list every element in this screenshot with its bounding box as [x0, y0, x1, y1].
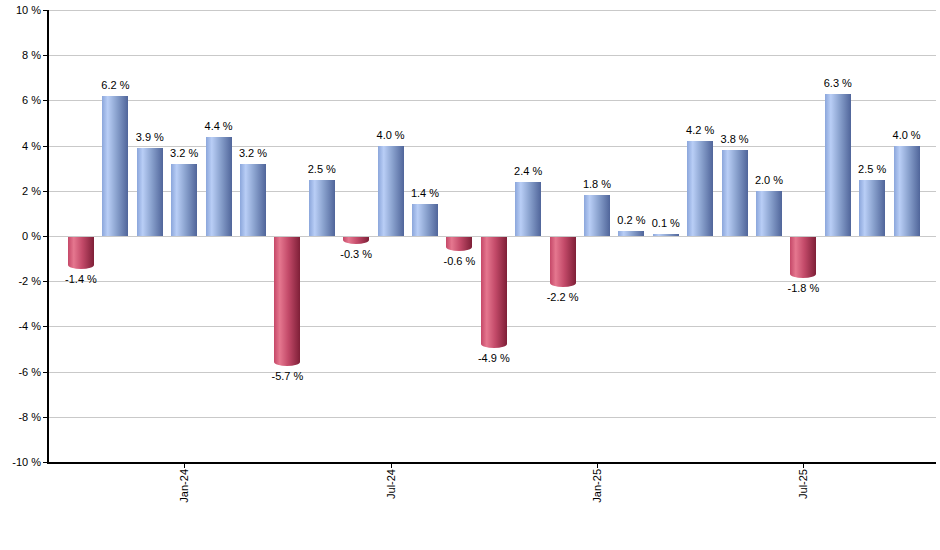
x-tick-mark [391, 463, 392, 468]
bar-value-label: 4.0 % [359, 129, 423, 142]
bar [481, 237, 507, 348]
bar [550, 237, 576, 287]
bar [756, 191, 782, 236]
y-axis-tick-label: 0 % [0, 230, 41, 243]
y-axis-tick-label: -2 % [0, 275, 41, 288]
bar [790, 237, 816, 278]
bar-value-label: -1.8 % [771, 282, 835, 295]
bar [722, 150, 748, 236]
x-tick-mark [597, 463, 598, 468]
y-tick-mark [43, 236, 47, 237]
y-axis-tick-label: 8 % [0, 49, 41, 62]
y-axis-tick-label: -6 % [0, 366, 41, 379]
bar [137, 148, 163, 236]
bar-value-label: 2.4 % [496, 165, 560, 178]
bar [240, 164, 266, 236]
bar [309, 180, 335, 237]
gridline [48, 100, 936, 101]
gridline [48, 372, 936, 373]
y-tick-mark [43, 417, 47, 418]
bar-value-label: -1.4 % [49, 273, 113, 286]
bar [68, 237, 94, 269]
bar-value-label: 4.4 % [187, 120, 251, 133]
bar-value-label: 2.5 % [290, 163, 354, 176]
y-axis-line [47, 10, 49, 463]
bar-value-label: 1.4 % [393, 187, 457, 200]
y-axis-tick-label: 2 % [0, 185, 41, 198]
y-tick-mark [43, 191, 47, 192]
x-axis-tick-label: Jan-24 [178, 469, 191, 503]
x-axis-tick-label: Jul-24 [385, 469, 398, 499]
bar [446, 237, 472, 251]
bar [618, 231, 644, 236]
y-tick-mark [43, 146, 47, 147]
bar-value-label: 3.9 % [118, 131, 182, 144]
y-axis-tick-label: 10 % [0, 4, 41, 17]
y-tick-mark [43, 326, 47, 327]
y-tick-mark [43, 462, 47, 463]
bar [859, 180, 885, 237]
bar [894, 146, 920, 236]
bar-value-label: 6.2 % [83, 79, 147, 92]
x-tick-mark [803, 463, 804, 468]
bar-value-label: -5.7 % [255, 370, 319, 383]
bar [687, 141, 713, 236]
bar [653, 234, 679, 236]
y-tick-mark [43, 55, 47, 56]
bar-value-label: 3.8 % [703, 133, 767, 146]
x-tick-mark [184, 463, 185, 468]
bar [102, 96, 128, 236]
bar [515, 182, 541, 236]
bar [343, 237, 369, 244]
bar [412, 204, 438, 236]
bar-value-label: 4.0 % [875, 129, 939, 142]
gridline [48, 417, 936, 418]
bar [274, 237, 300, 366]
y-tick-mark [43, 372, 47, 373]
bar [171, 164, 197, 236]
x-axis-tick-label: Jan-25 [591, 469, 604, 503]
y-axis-tick-label: -10 % [0, 456, 41, 469]
x-axis-tick-label: Jul-25 [797, 469, 810, 499]
bar-value-label: 2.0 % [737, 174, 801, 187]
y-axis-tick-label: -4 % [0, 320, 41, 333]
bar-value-label: -0.3 % [324, 248, 388, 261]
bar-value-label: -4.9 % [462, 352, 526, 365]
bar-value-label: 1.8 % [565, 178, 629, 191]
monthly-returns-bar-chart: -1.4 %6.2 %3.9 %3.2 %4.4 %3.2 %-5.7 %2.5… [0, 0, 940, 550]
y-axis-tick-label: 6 % [0, 94, 41, 107]
y-axis-tick-label: 4 % [0, 140, 41, 153]
bar-value-label: 3.2 % [221, 147, 285, 160]
plot-area: -1.4 %6.2 %3.9 %3.2 %4.4 %3.2 %-5.7 %2.5… [48, 10, 936, 462]
bar-value-label: -2.2 % [531, 291, 595, 304]
gridline [48, 10, 936, 11]
y-tick-mark [43, 281, 47, 282]
y-axis-tick-label: -8 % [0, 411, 41, 424]
gridline [48, 55, 936, 56]
y-tick-mark [43, 100, 47, 101]
bar-value-label: 6.3 % [806, 77, 870, 90]
y-tick-mark [43, 10, 47, 11]
